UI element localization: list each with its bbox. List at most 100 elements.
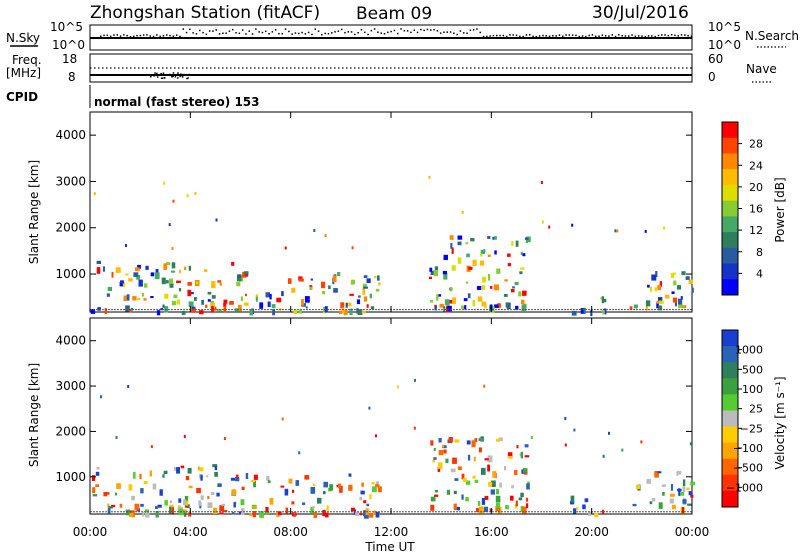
power-cell (181, 310, 186, 315)
nsearch-point (255, 28, 257, 30)
nsearch-point (172, 35, 175, 38)
power-cell (449, 286, 453, 292)
power-cell (496, 268, 501, 274)
velocity-cell (219, 505, 225, 512)
power-cell (194, 191, 197, 195)
nsearch-point (199, 29, 201, 32)
power-cell (678, 304, 683, 309)
nsearch-tick-top: 10^5 (708, 20, 741, 34)
power-cell (601, 296, 604, 304)
velocity-cell (438, 450, 444, 456)
nsearch-point (347, 31, 349, 33)
nsearch-point (344, 31, 346, 34)
velocity-cell (322, 491, 326, 495)
nsearch-point (284, 28, 287, 30)
power-cell (506, 302, 511, 310)
nsearch-point (601, 34, 604, 36)
nsearch-point (562, 35, 564, 37)
nsearch-point (621, 35, 623, 37)
power-cell (165, 262, 171, 266)
nsearch-point (146, 34, 148, 36)
power-cell (162, 304, 165, 308)
x-axis-labels: 00:00 04:00 08:00 12:00 16:00 20:00 00:00 (73, 525, 710, 539)
power-cell (236, 281, 241, 287)
velocity-cell (490, 489, 495, 495)
nsearch-point (357, 32, 359, 34)
nsearch-point (225, 32, 227, 34)
power-cell (658, 305, 663, 311)
power-cell (519, 271, 523, 275)
velocity-cell (437, 466, 441, 472)
nave-point (152, 74, 154, 76)
nsearch-point (677, 35, 679, 37)
nsearch-point (261, 31, 264, 34)
nsearch-point (314, 28, 316, 30)
nsearch-point (479, 31, 481, 34)
power-cell (115, 267, 121, 273)
nsearch-tick-bottom: 10^0 (708, 38, 741, 52)
x-tick-label: 04:00 (173, 525, 208, 539)
nsearch-point (136, 34, 138, 37)
nsearch-point (218, 33, 221, 35)
power-cell (161, 277, 166, 285)
nsearch-point (126, 34, 128, 37)
velocity-cell (432, 459, 436, 463)
nsearch-point (350, 31, 353, 33)
velocity-cell (530, 436, 533, 439)
velocity-cell (499, 482, 502, 488)
nsearch-point (327, 33, 330, 35)
nsearch-point (103, 34, 105, 37)
power-cell (145, 265, 149, 270)
nsearch-point (175, 34, 178, 36)
power-cell (580, 308, 586, 314)
power-cell (150, 272, 155, 277)
power-cell (522, 253, 526, 257)
power-cell (305, 306, 308, 309)
power-cell (207, 299, 211, 302)
velocity-cell (359, 512, 362, 516)
power-cell (156, 310, 161, 316)
nsearch-point (251, 33, 254, 35)
nave-tick-bottom: 0 (708, 70, 716, 84)
power-ylabel: Slant Range [km] (27, 160, 41, 264)
power-cell (691, 287, 694, 293)
nsearch-point (456, 33, 458, 36)
power-cell (463, 298, 468, 302)
velocity-plot-frame (89, 317, 693, 515)
velocity-cell (484, 495, 489, 500)
nave-point (156, 76, 159, 78)
power-cell (481, 285, 486, 290)
power-data (90, 175, 694, 317)
nsearch-point (522, 35, 524, 38)
power-cell (240, 296, 243, 302)
nsearch-point (354, 33, 356, 36)
power-cell (323, 310, 326, 314)
power-cell (172, 199, 175, 203)
power-cell (191, 308, 196, 313)
velocity-cell (498, 437, 503, 442)
velocity-cell (430, 504, 435, 511)
colorbar-tick-label: −500 (733, 462, 763, 475)
y-tick-label: 1000 (55, 267, 86, 281)
velocity-panel: 4000 3000 2000 1000 Slant Range [km] (27, 317, 696, 519)
nsearch-point (413, 29, 415, 31)
velocity-cell (324, 512, 329, 518)
nsearch-point (232, 28, 234, 31)
power-cell (361, 311, 366, 314)
power-cell (480, 249, 486, 254)
nsearch-point (185, 31, 188, 34)
power-cell (672, 272, 677, 275)
power-cell (504, 279, 508, 282)
velocity-cell (152, 483, 157, 490)
power-cell (633, 304, 638, 309)
power-cell (515, 305, 519, 310)
nsearch-point (595, 35, 597, 38)
velocity-cell (169, 506, 172, 514)
velocity-cell (200, 474, 203, 481)
velocity-cell (473, 456, 476, 462)
velocity-cell (176, 467, 180, 474)
power-cell (255, 294, 259, 299)
power-cell (483, 249, 486, 253)
velocity-cell (462, 478, 467, 483)
nsearch-point (555, 35, 557, 37)
